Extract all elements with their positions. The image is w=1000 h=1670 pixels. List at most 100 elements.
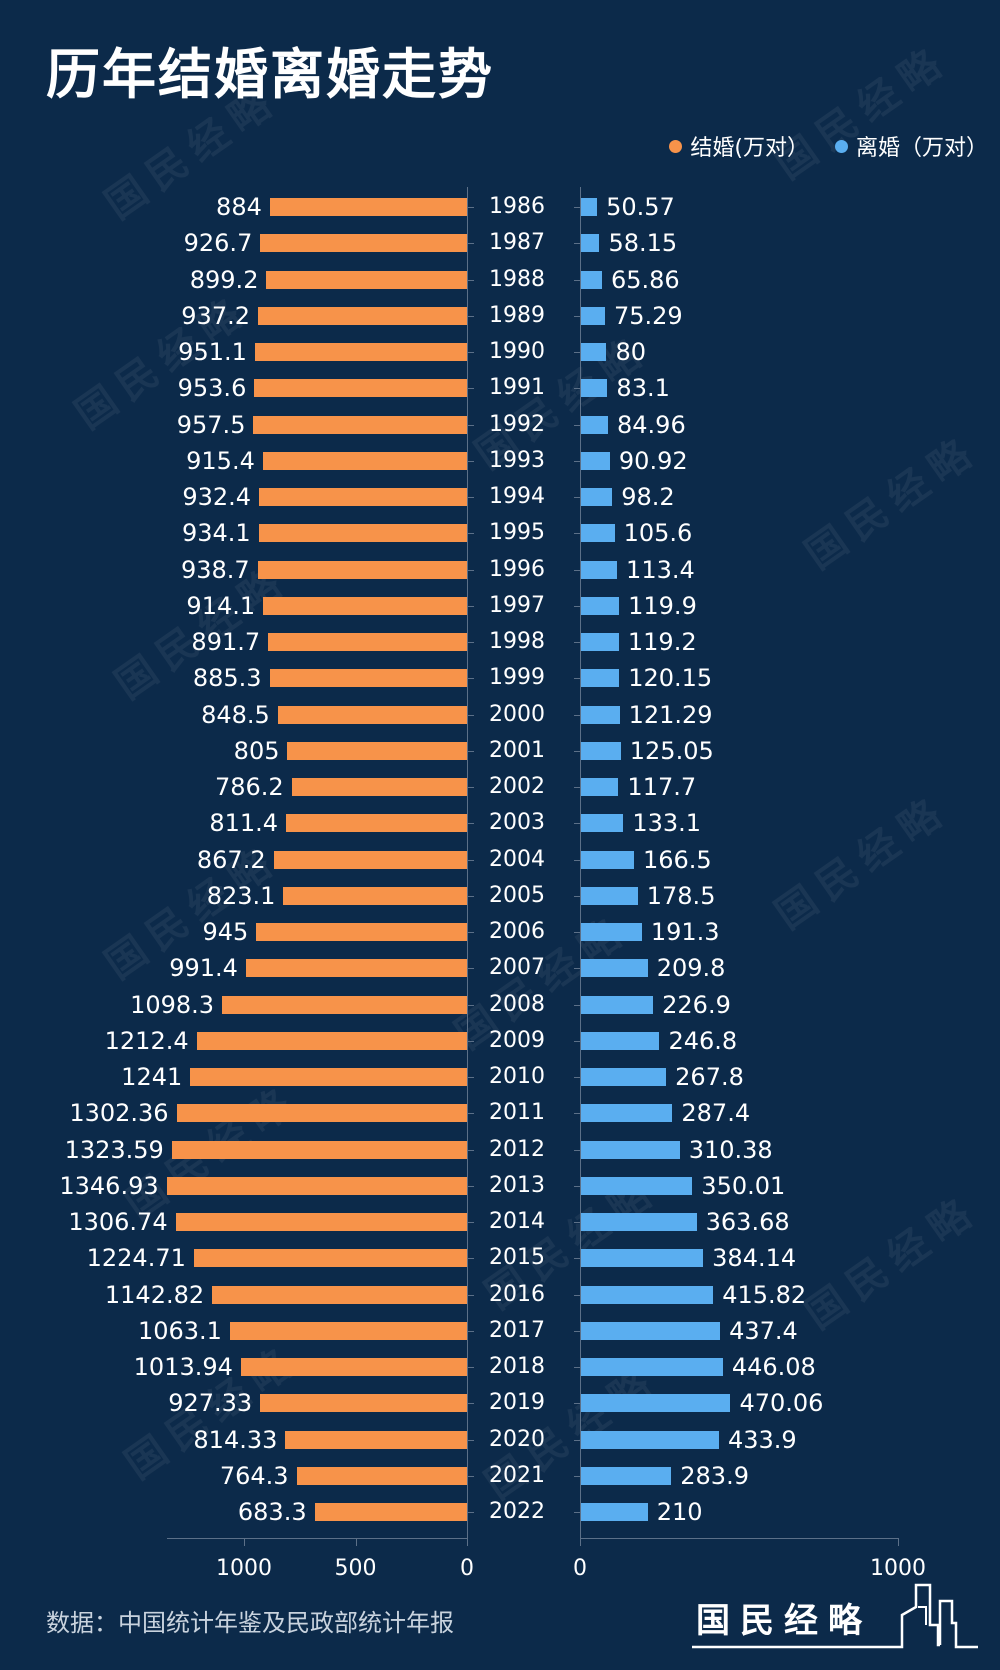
divorce-value-label: 119.2 [627, 628, 697, 656]
marriage-value-label: 899.2 [189, 265, 259, 294]
left-axis-tick [468, 678, 474, 680]
marriage-bar [258, 524, 467, 543]
divorce-bar [581, 524, 615, 543]
right-axis-tick [574, 678, 580, 680]
chart-row: 926.7 1987 58.15 [0, 225, 1000, 261]
marriage-bar [260, 234, 467, 253]
divorce-bar [581, 270, 602, 289]
left-axis-tick [468, 932, 474, 933]
chart-row: 953.6 1991 83.1 [0, 370, 1000, 406]
right-axis-tick [574, 1258, 580, 1260]
divorce-value-label: 119.9 [628, 591, 697, 620]
left-axis-tick-label: 0 [460, 1556, 474, 1582]
divorce-bar [581, 379, 608, 398]
marriage-bar [283, 886, 467, 905]
left-axis-tick [468, 533, 474, 535]
left-axis-tick [468, 1294, 474, 1296]
marriage-bar [254, 343, 467, 361]
divorce-bar [581, 1430, 719, 1449]
marriage-value-label: 926.7 [183, 229, 253, 258]
right-axis-tick [574, 968, 580, 970]
left-axis-tick [468, 1475, 474, 1477]
left-axis-tick [468, 859, 474, 861]
chart-row: 764.3 2021 283.9 [0, 1458, 1000, 1494]
right-axis-tick [574, 1367, 580, 1368]
left-axis-tick [468, 388, 474, 390]
year-label: 2017 [489, 1317, 545, 1343]
divorce-value-label: 310.38 [688, 1135, 773, 1164]
divorce-value-label: 384.14 [712, 1244, 797, 1273]
year-label: 2014 [489, 1209, 545, 1234]
marriage-value-label: 805 [233, 736, 280, 765]
left-axis-tick [468, 1004, 474, 1006]
marriage-bar [269, 198, 467, 216]
right-axis-tick [898, 1538, 899, 1547]
year-label: 2006 [489, 919, 545, 944]
divorce-value-label: 117.7 [627, 773, 697, 801]
marriage-bar [171, 1140, 467, 1159]
left-axis-tick [468, 1258, 474, 1260]
divorce-bar [581, 923, 642, 941]
divorce-value-label: 246.8 [668, 1026, 738, 1055]
chart-title: 历年结婚离婚走势 [46, 43, 494, 106]
divorce-bar [581, 451, 610, 470]
right-axis-tick [574, 1439, 580, 1441]
divorce-bar [581, 669, 620, 688]
right-axis-tick [574, 424, 580, 426]
marriage-value-label: 991.4 [169, 954, 238, 983]
marriage-value-label: 953.6 [177, 374, 247, 403]
marriage-bar [286, 814, 467, 833]
divorce-bar [581, 1503, 648, 1521]
chart-row: 1323.59 2012 310.38 [0, 1132, 1000, 1168]
chart-row: 915.4 1993 90.92 [0, 443, 1000, 479]
left-axis-tick [468, 1185, 474, 1187]
divorce-bar [581, 1176, 693, 1195]
divorce-value-label: 90.92 [618, 446, 688, 475]
divorce-bar [581, 198, 598, 216]
divorce-value-label: 209.8 [656, 954, 726, 983]
legend-dot-marriage-icon [669, 139, 683, 153]
chart-row: 991.4 2007 209.8 [0, 950, 1000, 986]
divorce-bar [581, 1104, 673, 1123]
marriage-value-label: 1346.93 [59, 1171, 159, 1200]
divorce-bar [581, 1140, 680, 1159]
marriage-bar [314, 1503, 467, 1521]
divorce-value-label: 363.68 [705, 1208, 790, 1236]
year-label: 2022 [489, 1499, 545, 1524]
divorce-value-label: 125.05 [629, 736, 714, 765]
year-label: 1991 [489, 375, 545, 401]
marriage-bar [263, 596, 467, 615]
chart-row: 1098.3 2008 226.9 [0, 987, 1000, 1023]
marriage-value-label: 823.1 [206, 881, 276, 910]
marriage-value-label: 1302.36 [69, 1099, 169, 1128]
right-axis-tick [574, 859, 580, 861]
marriage-bar [176, 1104, 467, 1123]
year-label: 1998 [489, 629, 545, 654]
marriage-bar [262, 451, 467, 470]
divorce-bar [581, 814, 624, 833]
left-axis-tick [468, 1512, 474, 1513]
divorce-value-label: 446.08 [731, 1353, 816, 1381]
year-label: 1987 [489, 230, 545, 256]
marriage-value-label: 1142.82 [104, 1280, 205, 1309]
left-axis-tick [468, 1367, 474, 1368]
chart-row: 937.2 1989 75.29 [0, 298, 1000, 334]
right-axis-tick [574, 1403, 580, 1405]
marriage-value-label: 1306.74 [68, 1208, 168, 1236]
right-axis-tick [574, 1222, 580, 1223]
marriage-value-label: 1063.1 [137, 1316, 222, 1345]
right-axis-tick [574, 823, 580, 825]
marriage-bar [253, 415, 467, 434]
marriage-value-label: 848.5 [201, 700, 270, 729]
divorce-value-label: 166.5 [642, 845, 712, 874]
divorce-value-label: 98.2 [621, 483, 675, 511]
divorce-bar [581, 1466, 672, 1485]
divorce-bar [581, 1031, 660, 1050]
divorce-bar [581, 488, 613, 506]
year-label: 2012 [489, 1136, 545, 1162]
divorce-value-label: 470.06 [739, 1389, 824, 1418]
marriage-value-label: 927.33 [168, 1389, 253, 1418]
year-label: 2011 [489, 1100, 545, 1126]
chart-row: 1224.71 2015 384.14 [0, 1240, 1000, 1276]
marriage-value-label: 683.3 [237, 1498, 307, 1526]
